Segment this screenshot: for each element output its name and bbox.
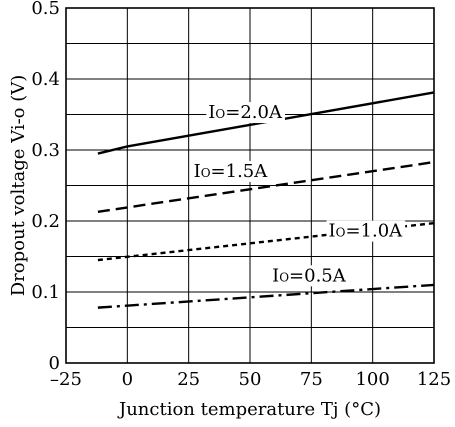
series-label-background: [326, 220, 406, 242]
series-lines: [97, 91, 435, 309]
x-axis-title: Junction temperature Tj (°C): [117, 399, 381, 420]
series-label-background: [206, 102, 285, 124]
y-tick-label: 0: [49, 353, 60, 374]
series-line: [97, 283, 435, 309]
y-axis-title: Dropout voltage Vi-o (V): [8, 75, 29, 297]
series-line: [97, 160, 435, 213]
x-tick-label: 125: [417, 369, 451, 390]
x-tick-label: 75: [300, 369, 323, 390]
grid: [65, 7, 435, 364]
series-label: IO=0.5A: [272, 265, 347, 286]
plot-frame: [65, 7, 435, 364]
series-label: IO=2.0A: [208, 102, 283, 123]
series-label-background: [191, 160, 271, 182]
y-tick-label: 0.1: [31, 282, 60, 303]
x-tick-label: 50: [239, 369, 262, 390]
x-tick-label: 25: [177, 369, 200, 390]
series-line: [97, 91, 435, 155]
x-tick-label: 100: [355, 369, 389, 390]
series-label: IO=1.5A: [194, 161, 269, 182]
x-tick-label: 0: [122, 369, 133, 390]
y-tick-label: 0.5: [31, 0, 60, 19]
series-label-background: [270, 265, 349, 287]
y-tick-label: 0.4: [31, 69, 60, 90]
y-tick-label: 0.2: [31, 211, 60, 232]
x-tick-label: –25: [50, 369, 82, 390]
series-labels: IO=2.0A IO=1.5A IO=1.0A IO=0.5A: [191, 102, 406, 287]
series-label: IO=1.0A: [329, 221, 404, 242]
y-tick-label: 0.3: [31, 140, 60, 161]
